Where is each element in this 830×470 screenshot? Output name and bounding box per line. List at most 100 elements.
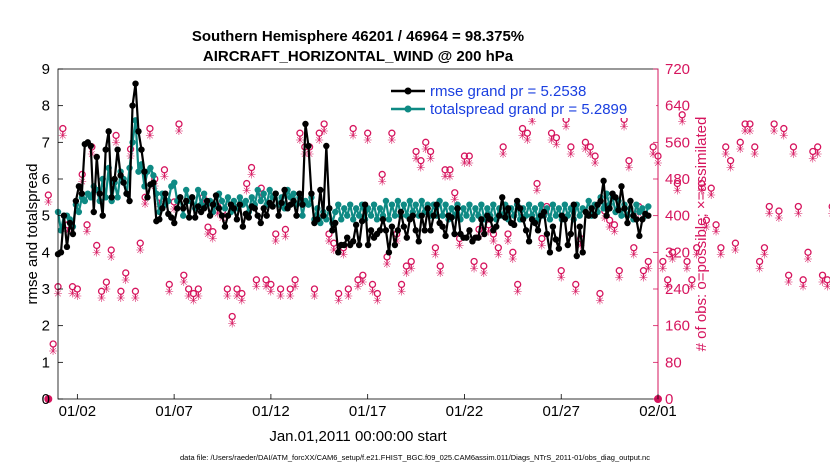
obs-assimilated-marker: ✳ [315, 134, 324, 147]
rmse-series-point [424, 205, 431, 212]
rmse-series-point [519, 216, 527, 223]
spread-series-point [135, 168, 142, 175]
spread-series-point [406, 197, 414, 205]
obs-assimilated-marker: ✳ [736, 143, 745, 156]
rmse-series-point [427, 227, 434, 234]
rmse-series-point [299, 201, 306, 208]
obs-assimilated-marker: ✳ [716, 249, 725, 262]
legend-box [388, 78, 656, 118]
rmse-series-point [439, 223, 446, 230]
obs-assimilated-marker: ✳ [426, 152, 435, 165]
rmse-series-point [624, 219, 631, 227]
rmse-series-point [209, 201, 217, 208]
rmse-series-point [171, 219, 178, 227]
obs-assimilated-marker: ✳ [576, 239, 585, 252]
spread-series-point [633, 201, 640, 208]
obs-assimilated-marker: ✳ [532, 184, 541, 197]
spread-series-point [639, 205, 646, 212]
rmse-series-point [385, 249, 393, 256]
rmse-series-point [606, 205, 613, 212]
obs-assimilated-marker: ✳ [436, 267, 445, 280]
rmse-series-point [394, 227, 402, 234]
spread-series-point [418, 197, 425, 205]
chart-title-line1: Southern Hemisphere 46201 / 46964 = 98.3… [192, 28, 524, 45]
obs-assimilated-marker: ✳ [610, 226, 619, 239]
y2-tick-label: 160 [665, 318, 690, 335]
obs-assimilated-marker: ✳ [237, 294, 246, 307]
rmse-series-point [588, 205, 595, 212]
spread-series-point [367, 212, 375, 219]
obs-assimilated-marker: ✳ [479, 267, 488, 280]
spread-series-point [257, 197, 264, 205]
rmse-series-point [96, 190, 103, 197]
obs-assimilated-marker: ✳ [789, 148, 798, 161]
rmse-series-point [531, 219, 539, 227]
rmse-series-point [513, 197, 521, 205]
obs-assimilated-marker: ✳ [649, 148, 658, 161]
y2-tick-label: 80 [665, 354, 682, 371]
rmse-series-point [570, 201, 577, 208]
rmse-series-point [412, 227, 419, 234]
obs-assimilated-marker: ✳ [82, 226, 91, 239]
obs-assimilated-marker: ✳ [329, 244, 338, 257]
rmse-series-point [639, 216, 646, 223]
rmse-series-point [615, 206, 622, 214]
rmse-series-point [185, 214, 193, 221]
obs-assimilated-marker: ✳ [595, 294, 604, 307]
obs-assimilated-marker: ✳ [261, 281, 270, 294]
spread-series-point [490, 201, 497, 208]
rmse-series-point [236, 201, 244, 208]
rmse-series-point [504, 205, 512, 212]
rmse-series-point [177, 194, 184, 201]
rmse-series-point [75, 183, 83, 190]
legend-rmse-marker [404, 87, 412, 95]
obs-assimilated-marker: ✳ [349, 129, 358, 142]
y-tick-label: 3 [42, 281, 50, 298]
rmse-series-point [290, 197, 297, 205]
rmse-series-point [618, 183, 625, 190]
y-tick-label: 0 [42, 391, 50, 408]
obs-assimilated-marker: ✳ [726, 162, 735, 175]
x-tick-label: 01/17 [349, 403, 387, 420]
obs-assimilated-marker: ✳ [697, 184, 706, 197]
obs-assimilated-marker: ✳ [774, 212, 783, 225]
obs-assimilated-marker: ✳ [271, 235, 280, 248]
obs-assimilated-marker: ✳ [174, 125, 183, 138]
rmse-series-point [579, 249, 586, 256]
rmse-series-point [418, 212, 425, 219]
rmse-series-point [421, 227, 428, 234]
obs-assimilated-marker: ✳ [44, 196, 53, 209]
obs-assimilated-marker: ✳ [813, 148, 822, 161]
obs-assimilated-marker: ✳ [387, 134, 396, 147]
spread-series-point [448, 205, 455, 212]
obs-assimilated-marker: ✳ [828, 207, 830, 220]
spread-series-point [218, 197, 226, 205]
y-tick-label: 6 [42, 171, 50, 188]
obs-assimilated-marker: ✳ [170, 203, 179, 216]
obs-assimilated-marker: ✳ [266, 285, 275, 298]
obs-assimilated-marker: ✳ [513, 285, 522, 298]
obs-assimilated-marker: ✳ [344, 290, 353, 303]
obs-assimilated-marker: ✳ [523, 134, 532, 147]
obs-assimilated-marker: ✳ [460, 157, 469, 170]
rmse-series-point [302, 120, 309, 128]
rmse-series-point [114, 146, 121, 153]
y-axis-right: 0 80 160 240 320 400 480 560 640 720 [653, 61, 690, 408]
rmse-series-point [108, 194, 115, 201]
obs-assimilated-marker: ✳ [281, 230, 290, 243]
obs-assimilated-marker: ✳ [203, 228, 212, 241]
obs-assimilated-marker: ✳ [208, 233, 217, 246]
obs-assimilated-marker: ✳ [339, 249, 348, 262]
spread-series-point [338, 216, 345, 223]
spread-series-point [478, 201, 485, 208]
rmse-series-point [135, 128, 142, 135]
rmse-series-point [126, 197, 133, 205]
spread-series-point [81, 197, 89, 205]
spread-series-point [442, 201, 449, 208]
rmse-series-point [493, 223, 500, 230]
obs-assimilated-marker: ✳ [373, 294, 382, 307]
spread-series-point [171, 179, 178, 186]
rmse-series-point [451, 230, 458, 238]
rmse-series-point [141, 168, 148, 175]
obs-assimilated-marker: ✳ [750, 148, 759, 161]
